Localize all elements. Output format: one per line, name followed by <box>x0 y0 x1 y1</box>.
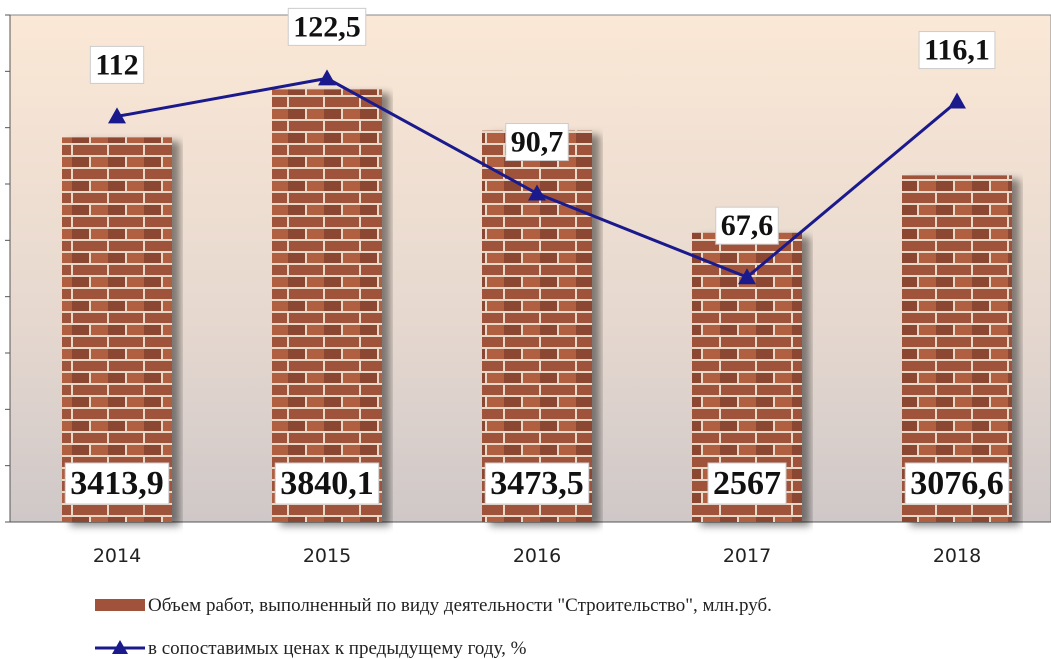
value-label-text: 3413,9 <box>70 465 164 502</box>
value-label-text: 122,5 <box>293 10 361 43</box>
value-label: 122,5 <box>288 8 366 45</box>
x-tick-label: 2017 <box>723 545 771 567</box>
value-label-text: 67,6 <box>721 209 774 242</box>
chart: 2014 2015 2016 2017 2018 3413,9 3840,1 3473,5 25… <box>0 0 1051 659</box>
value-label: 3413,9 <box>65 463 169 504</box>
value-label-text: 116,1 <box>924 34 990 67</box>
legend-label: Объем работ, выполненный по виду деятель… <box>148 595 772 616</box>
value-label: 116,1 <box>919 32 995 69</box>
value-label-text: 2567 <box>713 465 781 502</box>
value-label: 3473,5 <box>485 463 589 504</box>
value-label: 112 <box>90 46 143 83</box>
value-label-text: 90,7 <box>511 126 564 159</box>
value-label-text: 112 <box>95 48 138 81</box>
value-label: 3076,6 <box>905 463 1009 504</box>
x-tick-label: 2015 <box>303 545 351 567</box>
bar <box>272 89 382 522</box>
x-tick-label: 2018 <box>933 545 981 567</box>
value-label-text: 3840,1 <box>280 465 374 502</box>
value-label-text: 3076,6 <box>910 465 1004 502</box>
legend-swatch <box>95 599 145 611</box>
legend-item: Объем работ, выполненный по виду деятель… <box>95 595 772 616</box>
value-label-text: 3473,5 <box>490 465 584 502</box>
value-label: 67,6 <box>716 207 779 244</box>
x-tick-label: 2016 <box>513 545 561 567</box>
x-tick-label: 2014 <box>93 545 141 567</box>
legend-item: в сопоставимых ценах к предыдущему году,… <box>95 638 527 659</box>
value-label: 3840,1 <box>275 463 379 504</box>
value-label: 90,7 <box>506 124 569 161</box>
legend-label: в сопоставимых ценах к предыдущему году,… <box>148 638 527 659</box>
value-label: 2567 <box>708 463 786 504</box>
